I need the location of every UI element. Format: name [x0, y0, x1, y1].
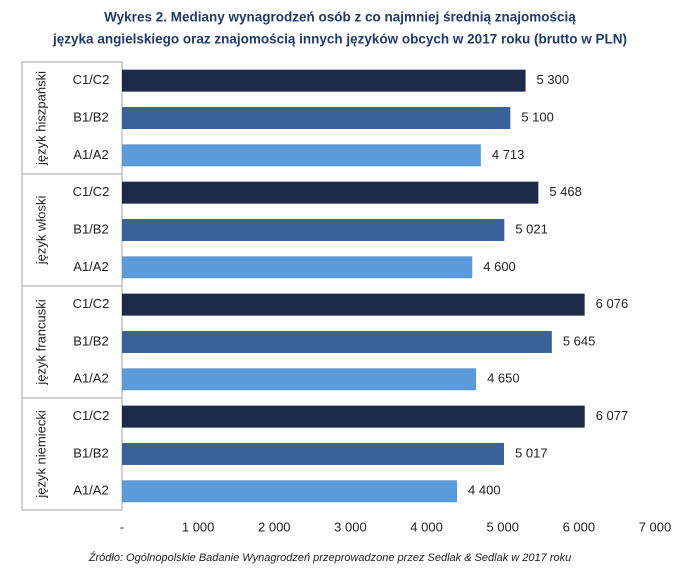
data-label: 6 077 [596, 408, 629, 423]
row-label: B1/B2 [73, 445, 108, 460]
chart-title: Wykres 2. Mediany wynagrodzeń osób z co … [104, 10, 576, 25]
bar [122, 218, 505, 241]
data-label: 6 076 [596, 296, 629, 311]
row-label: B1/B2 [73, 109, 108, 124]
bar [122, 368, 477, 391]
data-label: 5 468 [549, 184, 582, 199]
bar [122, 405, 585, 428]
x-tick-label: 1 000 [182, 519, 215, 534]
row-label: B1/B2 [73, 221, 108, 236]
data-label: 5 300 [537, 72, 570, 87]
group-label: język włoski [33, 196, 48, 266]
source-note: Źródło: Ogólnopolskie Badanie Wynagrodze… [88, 551, 571, 564]
bar [122, 330, 552, 353]
x-tick-label: 2 000 [258, 519, 291, 534]
bar [122, 144, 481, 167]
data-label: 4 400 [468, 483, 501, 498]
data-label: 4 650 [487, 371, 520, 386]
x-tick-label: 6 000 [563, 519, 596, 534]
row-label: A1/A2 [73, 147, 108, 162]
bar [122, 181, 539, 204]
row-label: C1/C2 [73, 72, 110, 87]
x-tick-label: - [120, 519, 124, 534]
data-label: 4 600 [483, 259, 516, 274]
bar [122, 293, 585, 316]
row-label: C1/C2 [73, 184, 110, 199]
group-label: język hiszpański [33, 71, 48, 166]
bar [122, 256, 473, 279]
bar [122, 69, 526, 92]
data-label: 5 100 [521, 109, 554, 124]
row-label: A1/A2 [73, 259, 108, 274]
row-label: A1/A2 [73, 371, 108, 386]
row-label: A1/A2 [73, 483, 108, 498]
data-label: 5 645 [563, 333, 596, 348]
data-label: 5 017 [515, 445, 548, 460]
row-label: C1/C2 [73, 408, 110, 423]
x-tick-label: 5 000 [486, 519, 519, 534]
row-label: B1/B2 [73, 333, 108, 348]
data-label: 4 713 [492, 147, 525, 162]
data-label: 5 021 [515, 221, 548, 236]
bar [122, 442, 505, 465]
bar [122, 480, 458, 503]
x-tick-label: 3 000 [334, 519, 367, 534]
group-label: język francuski [33, 299, 48, 385]
x-tick-label: 4 000 [410, 519, 443, 534]
x-tick-label: 7 000 [639, 519, 672, 534]
chart-title: języka angielskiego oraz znajomością inn… [52, 32, 627, 47]
bar [122, 106, 511, 129]
row-label: C1/C2 [73, 296, 110, 311]
group-label: język niemiecki [33, 410, 48, 499]
